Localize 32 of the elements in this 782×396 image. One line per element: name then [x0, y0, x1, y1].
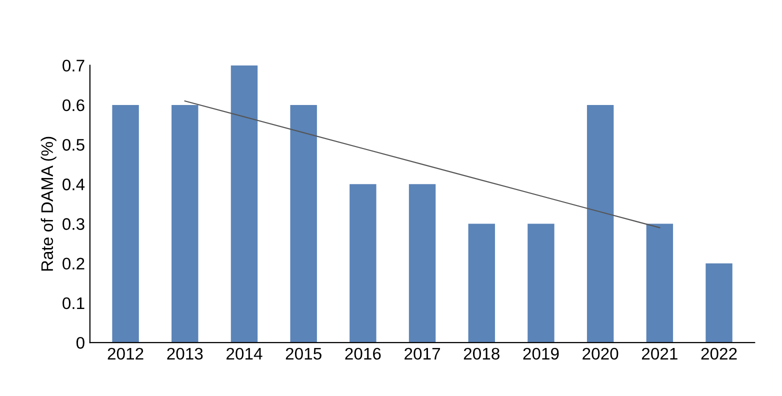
- y-tick-label: 0.2: [62, 258, 84, 270]
- x-tick-label: 2018: [464, 348, 500, 360]
- y-tick-label: 0.4: [62, 178, 85, 190]
- x-tick-label: 2019: [523, 348, 559, 360]
- x-tick-label: 2012: [108, 348, 144, 360]
- x-tick-label: 2017: [404, 348, 440, 360]
- y-axis-title: Rate of DAMA (%): [40, 136, 56, 271]
- bar: [172, 104, 198, 343]
- x-tick-label: 2021: [642, 348, 678, 360]
- bar: [408, 184, 436, 343]
- x-tick-label: 2014: [226, 348, 262, 360]
- bar: [290, 104, 317, 343]
- x-tick-label: 2022: [701, 348, 737, 360]
- x-tick-label: 2015: [286, 348, 322, 360]
- line-series: [184, 100, 660, 228]
- y-tick-label: 0.7: [62, 60, 84, 72]
- bar: [646, 224, 674, 343]
- bar: [468, 224, 495, 343]
- bar: [112, 104, 139, 343]
- x-tick-label: 2013: [167, 348, 203, 360]
- y-tick-label: 0.3: [62, 218, 84, 230]
- bar: [350, 184, 376, 343]
- y-tick-label: 0.1: [62, 297, 84, 310]
- x-tick-label: 2020: [582, 348, 618, 360]
- y-tick-label: 0: [76, 336, 84, 349]
- y-tick-label: 0.6: [62, 99, 84, 112]
- bar: [586, 104, 614, 343]
- bar: [528, 224, 554, 343]
- x-tick-label: 2016: [345, 348, 381, 360]
- y-tick-label: 0.5: [62, 138, 84, 151]
- bar: [706, 263, 732, 343]
- bar: [230, 65, 258, 343]
